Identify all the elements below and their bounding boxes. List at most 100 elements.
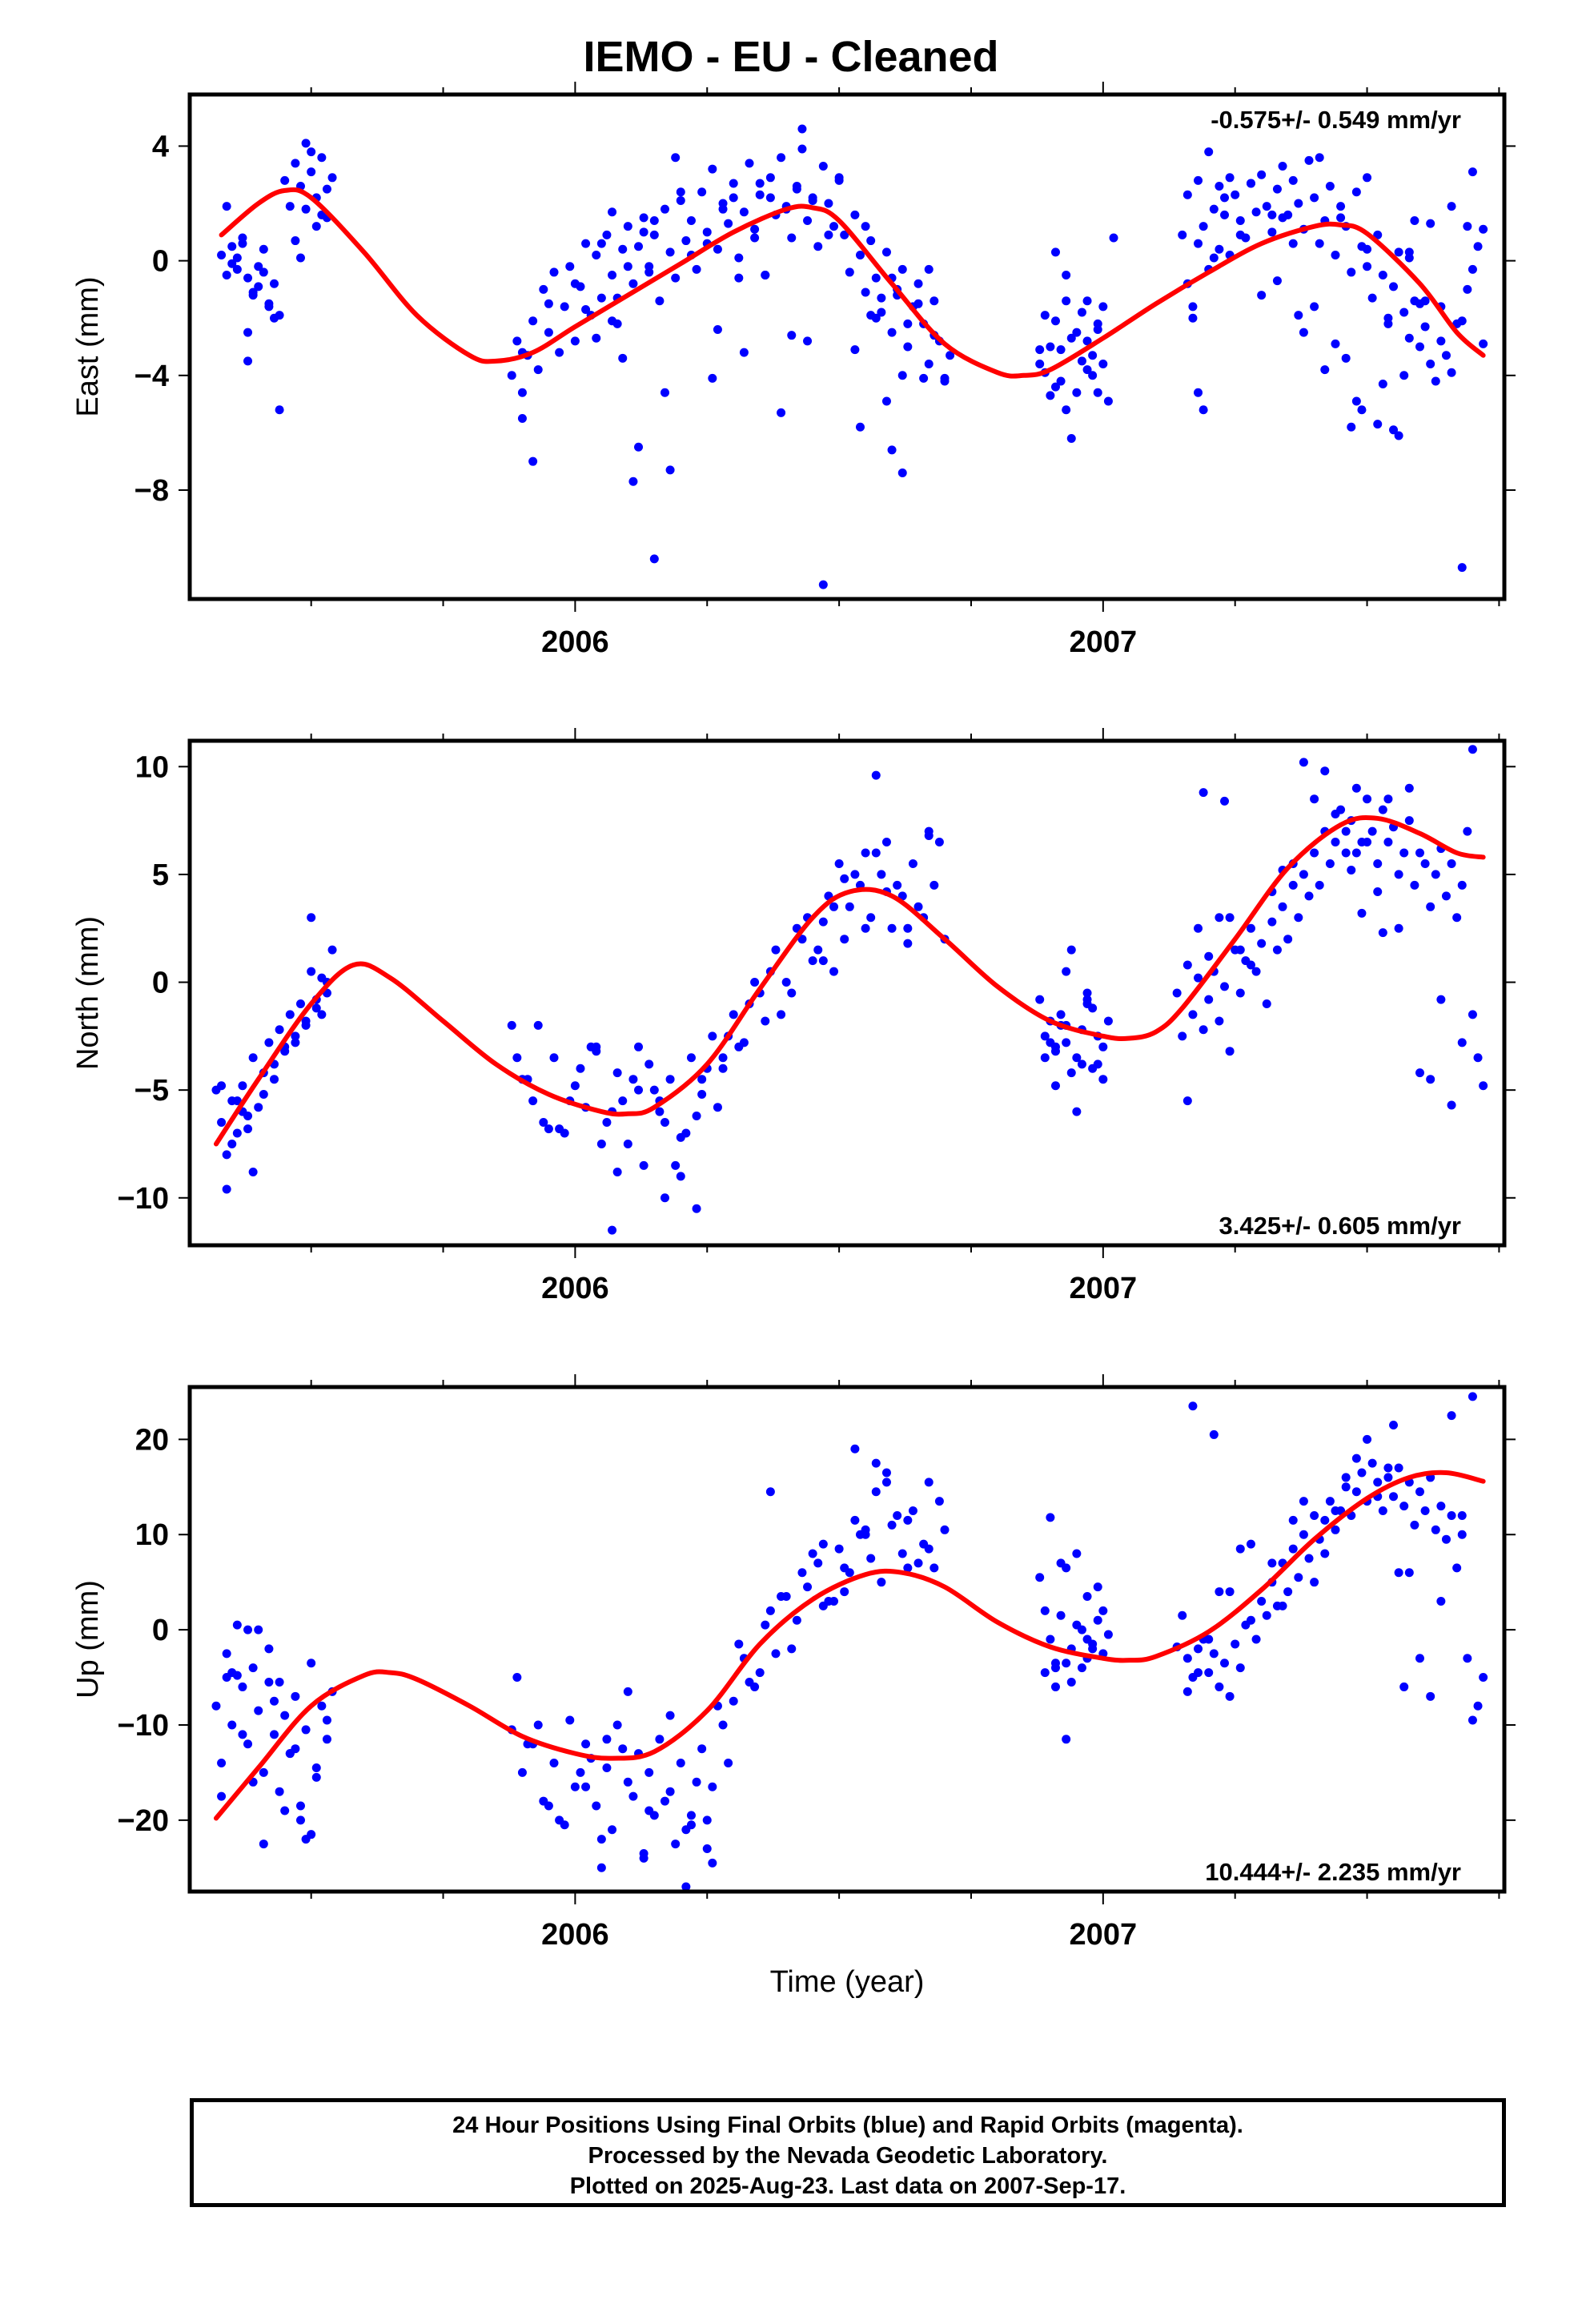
data-point — [1394, 431, 1403, 440]
data-point — [708, 164, 717, 174]
data-point — [1315, 880, 1324, 890]
data-point — [1288, 239, 1298, 248]
data-point — [1363, 173, 1372, 183]
data-point — [1351, 1454, 1361, 1463]
rate-label: -0.575+/- 0.549 mm/yr — [1211, 106, 1461, 134]
data-point — [1426, 902, 1435, 911]
data-point — [787, 988, 797, 998]
footer-line-3: Plotted on 2025-Aug-23. Last data on 200… — [569, 2173, 1126, 2199]
data-point — [1056, 376, 1066, 386]
data-point — [1341, 1473, 1351, 1482]
data-point — [1310, 1510, 1319, 1520]
data-point — [1341, 826, 1351, 836]
data-point — [1035, 995, 1045, 1004]
y-axis-label: North (mm) — [71, 916, 105, 1070]
data-point — [623, 1777, 632, 1787]
data-point — [708, 1031, 717, 1041]
data-point — [660, 1118, 669, 1128]
data-point — [734, 253, 744, 263]
data-point — [608, 316, 617, 326]
data-point — [861, 848, 870, 858]
data-point — [1441, 1534, 1451, 1544]
data-point — [855, 422, 865, 432]
data-point — [576, 1063, 585, 1073]
x-tick-label: 2006 — [541, 1918, 609, 1952]
data-point — [1093, 1615, 1102, 1625]
data-point — [1182, 1687, 1192, 1696]
data-point — [576, 1767, 585, 1777]
data-point — [803, 336, 813, 346]
data-point — [818, 1601, 828, 1610]
data-point — [1394, 1463, 1403, 1473]
data-point — [897, 264, 907, 274]
data-point — [1452, 1563, 1462, 1573]
data-point — [1082, 296, 1092, 306]
data-point — [913, 1558, 923, 1568]
data-point — [1093, 388, 1102, 397]
data-point — [1062, 1038, 1071, 1047]
data-point — [1204, 1634, 1214, 1644]
data-point — [1077, 308, 1086, 317]
data-point — [1415, 0, 1424, 5]
data-point — [1194, 973, 1203, 983]
data-point — [217, 1081, 227, 1091]
panel-up: 2006 2007 20 10 0 −10 −20 Up (mm) 10.444+/- 2.23… — [71, 0, 1516, 1952]
data-point — [1257, 939, 1267, 948]
data-point — [1351, 1487, 1361, 1497]
data-point — [660, 1796, 669, 1806]
data-point — [1331, 339, 1340, 348]
data-point — [232, 1128, 242, 1138]
data-point — [238, 1081, 247, 1091]
data-point — [1383, 1463, 1393, 1473]
data-point — [803, 1582, 813, 1592]
data-point — [608, 1825, 617, 1835]
data-point — [232, 1096, 242, 1106]
data-point — [877, 870, 886, 879]
data-point — [803, 216, 813, 225]
data-point — [1378, 271, 1387, 280]
data-point — [729, 193, 738, 203]
data-point — [1056, 1010, 1066, 1019]
data-point — [528, 456, 538, 466]
data-point — [628, 476, 638, 486]
data-point — [702, 227, 712, 237]
data-point — [930, 296, 939, 306]
y-tick-label: −20 — [118, 1804, 169, 1838]
data-point — [665, 247, 675, 257]
data-point — [1383, 794, 1393, 804]
data-point — [1172, 988, 1182, 998]
data-point — [644, 267, 654, 277]
data-point — [608, 207, 617, 217]
data-point — [665, 1711, 675, 1720]
data-point — [1325, 182, 1335, 191]
data-point — [924, 1478, 934, 1487]
data-point — [765, 1606, 775, 1615]
data-point — [1204, 1668, 1214, 1678]
data-point — [1103, 1016, 1113, 1026]
data-point — [270, 1075, 279, 1084]
data-point — [1283, 1587, 1293, 1597]
data-point — [581, 1739, 591, 1749]
data-point — [307, 167, 316, 177]
data-point — [1231, 190, 1240, 199]
data-point — [291, 159, 300, 168]
data-point — [1315, 153, 1324, 163]
data-point — [1347, 422, 1356, 432]
y-tick-label: 0 — [152, 1614, 169, 1647]
plot-frame — [187, 92, 1507, 601]
data-point — [280, 175, 290, 185]
data-point — [222, 1649, 231, 1659]
data-point — [1050, 1663, 1060, 1673]
data-point — [1415, 342, 1424, 352]
data-point — [248, 1053, 258, 1063]
data-point — [275, 405, 284, 415]
data-point — [1373, 1478, 1383, 1487]
data-point — [1457, 1530, 1467, 1539]
data-point — [1331, 810, 1340, 819]
y-axis-label: Up (mm) — [71, 1580, 105, 1699]
data-point — [1463, 1654, 1472, 1663]
data-point — [930, 880, 939, 890]
data-point — [227, 1139, 237, 1148]
data-point — [1225, 913, 1235, 923]
data-point — [1463, 0, 1472, 5]
